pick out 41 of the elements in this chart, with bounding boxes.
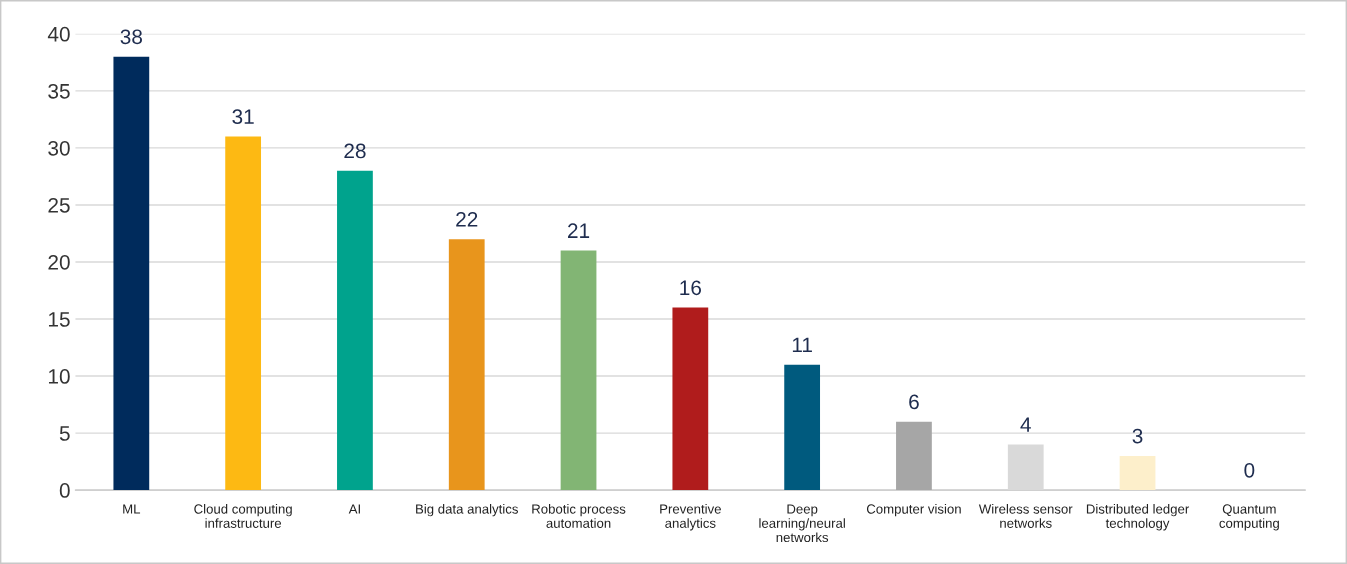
- bar: [1119, 455, 1156, 491]
- data-label: 3: [1132, 428, 1143, 444]
- y-tick-label: 10: [48, 369, 70, 384]
- data-label: 16: [680, 280, 702, 296]
- data-label: 21: [568, 223, 590, 238]
- bar: [560, 250, 597, 491]
- y-tick-label: 0: [59, 483, 70, 498]
- data-label: 4: [1020, 417, 1031, 432]
- x-tick-label: Distributed ledger technology: [1086, 504, 1190, 531]
- y-tick-label: 25: [48, 197, 70, 213]
- bar: [225, 136, 262, 491]
- x-tick-label: Big data analytics: [416, 504, 518, 517]
- x-tick-label: Deep learning/neural networks: [759, 504, 845, 543]
- bar: [896, 421, 932, 491]
- data-label: 22: [456, 211, 478, 227]
- bar: [448, 239, 485, 491]
- bar: [672, 307, 709, 491]
- x-tick-label: Preventive analytics: [660, 504, 721, 531]
- y-tick-label: 35: [48, 83, 70, 99]
- x-tick-label: Quantum computing: [1219, 504, 1279, 531]
- data-label: 11: [792, 337, 812, 352]
- y-tick-label: 15: [48, 312, 70, 327]
- bar: [784, 364, 821, 491]
- x-tick-label: Robotic process automation: [532, 504, 626, 528]
- data-label: 6: [909, 394, 919, 410]
- bar: [1007, 444, 1044, 491]
- bar: [337, 170, 373, 491]
- x-tick-label: Computer vision: [866, 504, 961, 517]
- data-label: 28: [344, 143, 366, 159]
- y-tick-label: 30: [48, 140, 70, 156]
- bar: [113, 56, 150, 491]
- data-label: 0: [1244, 462, 1255, 478]
- y-tick-label: 5: [59, 426, 70, 441]
- x-tick-label: ML: [123, 504, 141, 514]
- y-tick-label: 20: [48, 254, 70, 270]
- x-tick-label: AI: [348, 504, 360, 514]
- y-tick-label: 40: [47, 26, 70, 42]
- data-label: 31: [232, 109, 254, 125]
- x-tick-label: Wireless sensor networks: [978, 504, 1073, 528]
- data-label: 38: [120, 29, 143, 45]
- x-tick-label: Cloud computing infrastructure: [194, 504, 292, 528]
